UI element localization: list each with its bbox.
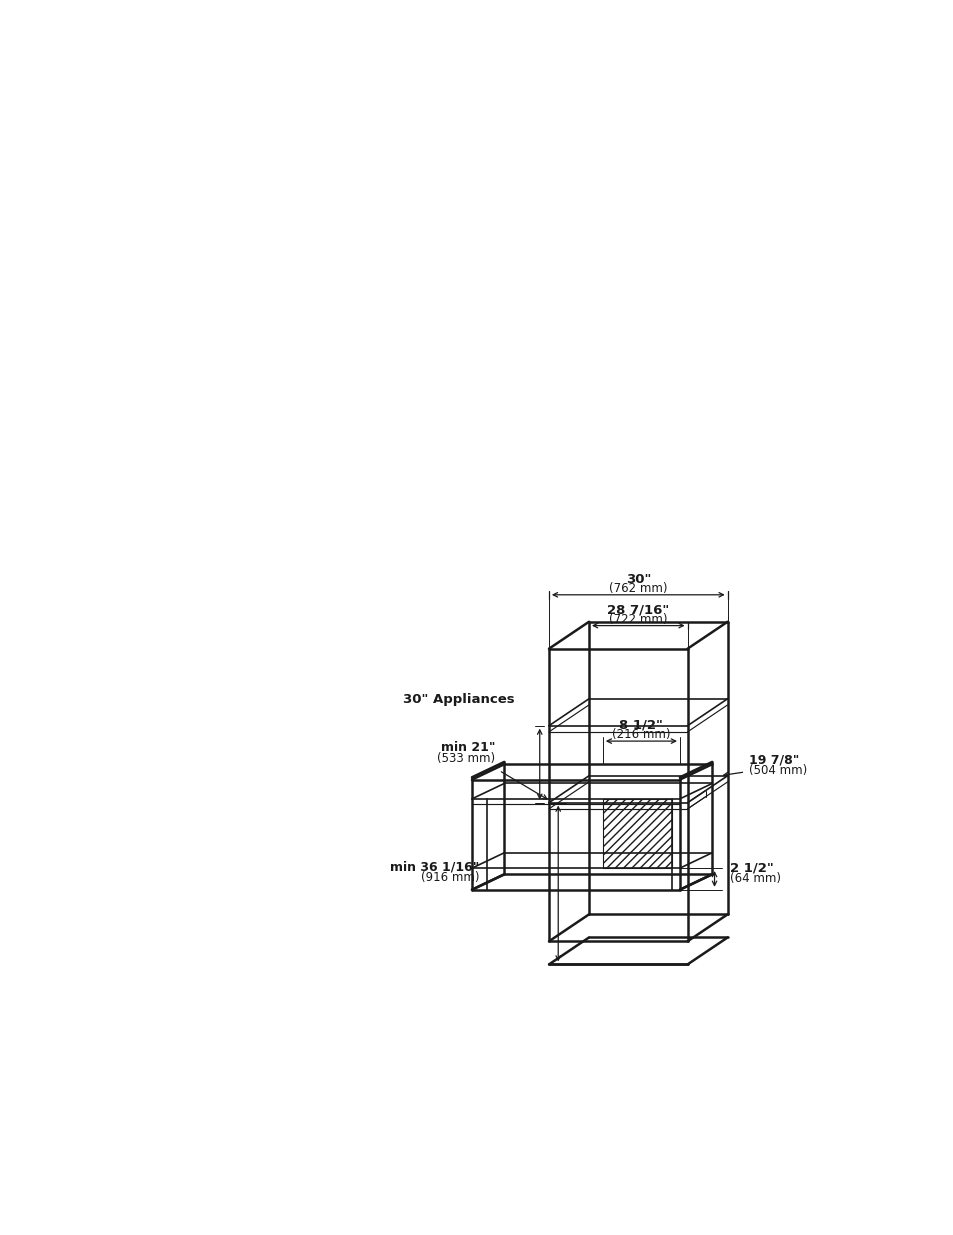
Text: 19 7/8": 19 7/8" [748,753,799,767]
Text: min 21": min 21" [440,741,495,755]
Text: 30" Appliances: 30" Appliances [402,693,514,706]
Text: (722 mm): (722 mm) [608,613,667,626]
Text: (762 mm): (762 mm) [608,582,667,595]
Text: (504 mm): (504 mm) [748,764,806,777]
Text: 30": 30" [625,573,650,585]
Bar [602,799,672,868]
Text: (916 mm): (916 mm) [420,872,479,884]
Text: (533 mm): (533 mm) [436,752,495,764]
Text: min 36 1/16": min 36 1/16" [390,861,479,873]
Text: 8 1/2": 8 1/2" [618,719,662,732]
Text: 2 1/2": 2 1/2" [729,861,773,874]
Text: (64 mm): (64 mm) [729,872,781,885]
Text: 28 7/16": 28 7/16" [606,604,669,616]
Text: (216 mm): (216 mm) [612,729,670,741]
